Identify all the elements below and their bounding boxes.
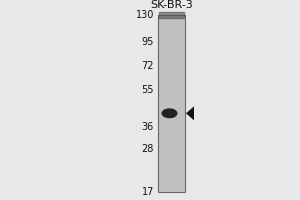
Text: 36: 36	[142, 122, 154, 132]
Text: 72: 72	[142, 61, 154, 71]
Polygon shape	[186, 106, 194, 120]
Ellipse shape	[161, 108, 178, 118]
Text: 130: 130	[136, 10, 154, 20]
Text: 95: 95	[142, 37, 154, 47]
Text: 28: 28	[142, 144, 154, 154]
Bar	[158, 15, 185, 192]
Text: 17: 17	[142, 187, 154, 197]
Text: SK-BR-3: SK-BR-3	[150, 0, 193, 10]
Text: 55: 55	[142, 85, 154, 95]
